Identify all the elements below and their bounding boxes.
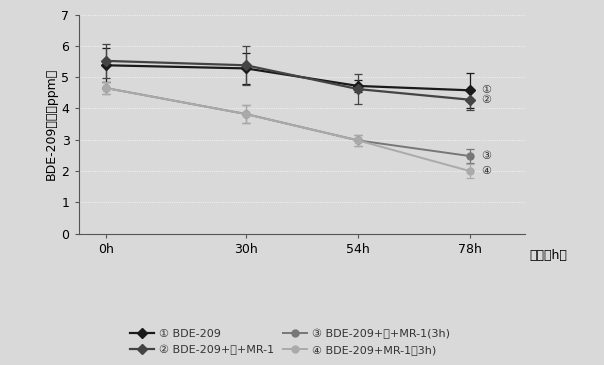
Text: ③: ③: [481, 151, 491, 161]
Legend: ① BDE-209, ② BDE-209+鼠+MR-1, ③ BDE-209+鼠+MR-1(3h), ④ BDE-209+MR-1（3h): ① BDE-209, ② BDE-209+鼠+MR-1, ③ BDE-209+鼠…: [126, 324, 454, 360]
Text: ②: ②: [481, 95, 491, 105]
Text: ①: ①: [481, 85, 491, 95]
Text: ④: ④: [481, 166, 491, 176]
X-axis label: 时间（h）: 时间（h）: [529, 249, 567, 262]
Y-axis label: BDE-209浓度（ppm）: BDE-209浓度（ppm）: [44, 68, 57, 180]
